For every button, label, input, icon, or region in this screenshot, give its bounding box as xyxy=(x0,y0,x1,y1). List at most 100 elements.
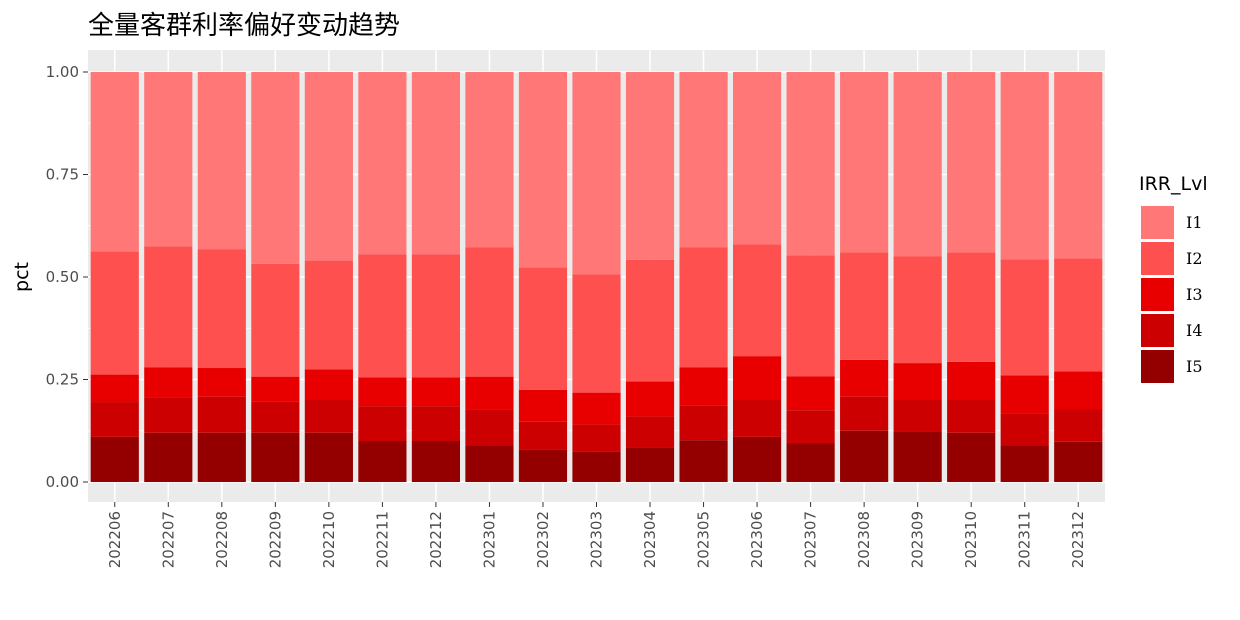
bar-stack xyxy=(411,72,461,482)
x-tick-label: 202303 xyxy=(588,511,606,568)
bar-segment-i2 xyxy=(358,254,407,378)
bar-segment-i3 xyxy=(90,374,139,403)
bar-segment-i5 xyxy=(1054,441,1103,482)
x-tick-label: 202210 xyxy=(320,511,338,568)
bar-segment-i3 xyxy=(197,368,246,397)
bar-segment-i5 xyxy=(625,447,675,482)
bar-segment-i2 xyxy=(90,251,139,375)
legend-label-i4: I4 xyxy=(1186,321,1203,340)
bar-segment-i1 xyxy=(358,72,407,255)
bar-segment-i4 xyxy=(1054,409,1103,442)
bar-segment-i1 xyxy=(1054,72,1103,259)
x-tick-label: 202209 xyxy=(266,511,284,568)
bar-stack xyxy=(518,72,568,482)
bar-segment-i1 xyxy=(251,72,300,264)
x-tick-label: 202208 xyxy=(213,511,231,568)
bar-segment-i4 xyxy=(732,400,782,437)
bar-stack xyxy=(679,72,728,482)
bar-segment-i2 xyxy=(411,254,461,378)
bar-segment-i1 xyxy=(732,72,782,245)
x-tick-label: 202311 xyxy=(1016,511,1034,568)
legend-title: IRR_Lvl xyxy=(1139,173,1208,195)
legend: IRR_Lvl I1 I2 I3 I4 I5 xyxy=(1139,173,1208,383)
bar-segment-i3 xyxy=(518,389,568,422)
bar-segment-i5 xyxy=(947,432,996,482)
bar-stack xyxy=(572,72,621,482)
bar-segment-i4 xyxy=(679,405,728,441)
y-tick-label: 1.00 xyxy=(46,63,79,81)
bar-segment-i2 xyxy=(518,267,568,390)
bar-segment-i4 xyxy=(411,406,461,441)
bar-segment-i5 xyxy=(251,432,300,482)
x-tick-label: 202206 xyxy=(106,511,124,568)
bar-stack xyxy=(144,72,193,482)
bar-segment-i2 xyxy=(840,252,889,360)
bar-segment-i1 xyxy=(144,72,193,247)
bars xyxy=(90,72,1103,482)
bar-stack xyxy=(786,72,835,482)
y-axis: 0.00 0.25 0.50 0.75 1.00 xyxy=(46,63,88,491)
bar-segment-i5 xyxy=(304,432,353,482)
bar-segment-i3 xyxy=(465,376,514,410)
bar-segment-i4 xyxy=(465,409,514,446)
x-tick-label: 202304 xyxy=(641,511,659,568)
bar-segment-i3 xyxy=(358,377,407,407)
bar-segment-i3 xyxy=(144,367,193,398)
x-tick-label: 202305 xyxy=(695,511,713,568)
bar-segment-i3 xyxy=(1000,375,1049,414)
bar-segment-i1 xyxy=(411,72,461,255)
bar-segment-i1 xyxy=(840,72,889,253)
bar-segment-i4 xyxy=(197,396,246,433)
bar-stack xyxy=(251,72,300,482)
bar-segment-i3 xyxy=(304,369,353,400)
bar-segment-i3 xyxy=(786,376,835,411)
y-axis-title: pct xyxy=(11,262,33,292)
bar-segment-i3 xyxy=(893,363,942,400)
bar-segment-i3 xyxy=(251,376,300,402)
bar-segment-i4 xyxy=(90,402,139,437)
x-tick-label: 202211 xyxy=(373,511,391,568)
bar-segment-i4 xyxy=(786,410,835,444)
bar-segment-i2 xyxy=(572,274,621,393)
bar-segment-i1 xyxy=(679,72,728,248)
legend-key-i3 xyxy=(1141,278,1174,311)
bar-segment-i2 xyxy=(947,252,996,362)
bar-stack xyxy=(732,72,782,482)
bar-stack xyxy=(625,72,675,482)
y-tick-label: 0.50 xyxy=(46,268,79,286)
x-tick-label: 202301 xyxy=(480,511,498,568)
chart-title: 全量客群利率偏好变动趋势 xyxy=(88,11,400,41)
bar-stack xyxy=(840,72,889,482)
bar-stack xyxy=(304,72,353,482)
bar-segment-i5 xyxy=(518,449,568,482)
bar-segment-i4 xyxy=(251,401,300,433)
bar-segment-i3 xyxy=(947,361,996,400)
x-axis: 202206 202207 202208 202209 202210 202211 2022… xyxy=(106,502,1087,568)
bar-segment-i5 xyxy=(144,432,193,482)
legend-key-i1 xyxy=(1141,206,1174,239)
bar-segment-i4 xyxy=(947,400,996,433)
bar-segment-i5 xyxy=(732,436,782,482)
bar-stack xyxy=(197,72,246,482)
bar-segment-i1 xyxy=(518,72,568,268)
legend-label-i1: I1 xyxy=(1186,213,1203,232)
x-tick-label: 202307 xyxy=(802,511,820,568)
bar-segment-i3 xyxy=(1054,371,1103,410)
bar-segment-i1 xyxy=(786,72,835,256)
bar-segment-i5 xyxy=(411,441,461,482)
x-tick-label: 202212 xyxy=(427,511,445,568)
bar-segment-i5 xyxy=(1000,445,1049,482)
bar-segment-i3 xyxy=(840,359,889,397)
bar-segment-i5 xyxy=(679,440,728,482)
bar-segment-i2 xyxy=(304,260,353,370)
x-tick-label: 202302 xyxy=(534,511,552,568)
bar-segment-i5 xyxy=(572,451,621,482)
bar-stack xyxy=(893,72,942,482)
bar-segment-i1 xyxy=(947,72,996,253)
bar-stack xyxy=(465,72,514,482)
x-tick-label: 202207 xyxy=(159,511,177,568)
bar-segment-i3 xyxy=(625,381,675,417)
bar-segment-i3 xyxy=(572,392,621,425)
bar-stack xyxy=(947,72,996,482)
